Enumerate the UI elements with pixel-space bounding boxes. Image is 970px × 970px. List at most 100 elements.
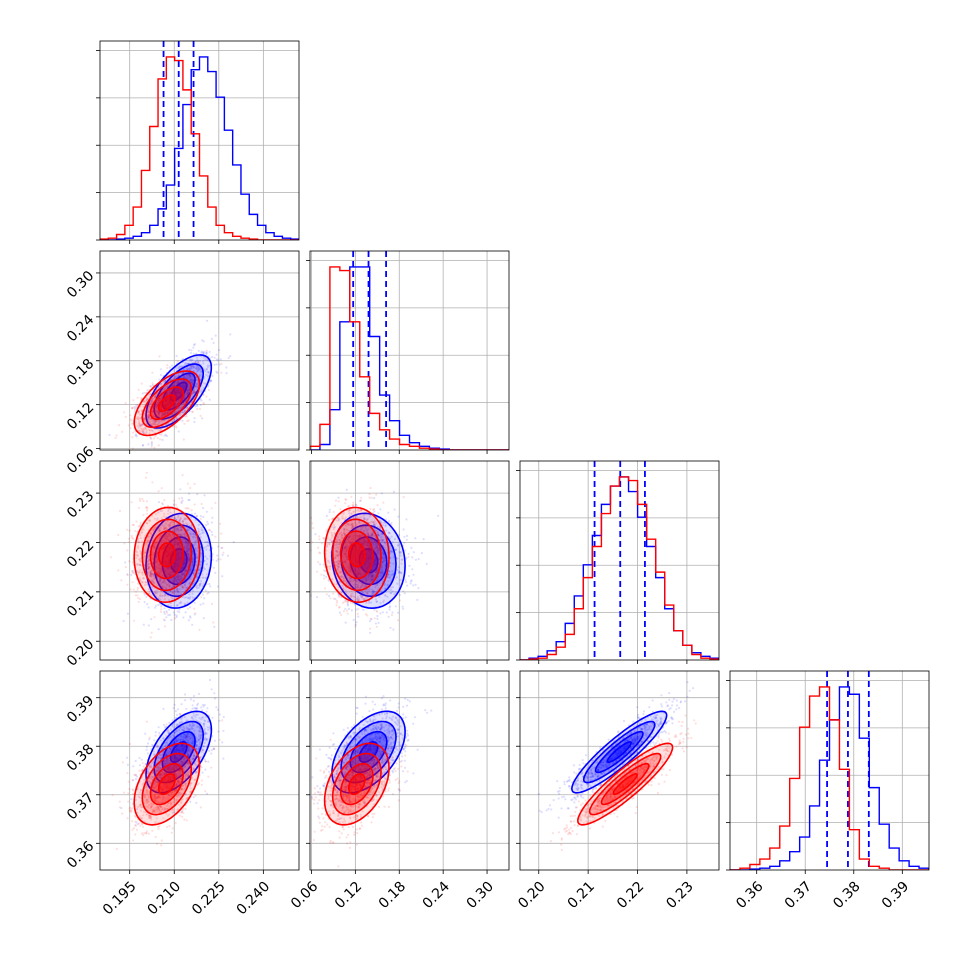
sample-point xyxy=(660,694,663,697)
sample-point xyxy=(174,566,177,569)
sample-point xyxy=(572,764,576,767)
sample-point xyxy=(177,556,180,559)
sample-point xyxy=(152,529,155,532)
sample-point xyxy=(151,383,154,387)
sample-point xyxy=(176,391,179,394)
sample-point xyxy=(199,368,202,371)
sample-point xyxy=(183,596,186,599)
sample-point xyxy=(356,596,359,599)
sample-point xyxy=(193,420,196,424)
sample-point xyxy=(134,778,137,781)
sample-point xyxy=(670,716,673,719)
sample-point xyxy=(385,611,388,614)
sample-point xyxy=(380,708,384,711)
sample-point xyxy=(157,402,160,405)
sample-point xyxy=(183,554,186,557)
sample-point xyxy=(354,561,357,565)
sample-point xyxy=(163,607,166,610)
sample-point xyxy=(182,572,185,575)
sample-point xyxy=(193,601,196,604)
sample-point xyxy=(207,371,210,374)
sample-point xyxy=(158,578,162,582)
sample-point xyxy=(355,546,358,549)
sample-point xyxy=(149,574,152,577)
sample-point xyxy=(404,766,407,769)
sample-point xyxy=(381,539,384,542)
sample-point xyxy=(151,430,154,433)
sample-point xyxy=(176,543,179,546)
sample-point xyxy=(162,591,165,594)
sample-point xyxy=(377,534,380,537)
sample-point xyxy=(147,567,150,570)
sample-point xyxy=(173,703,176,706)
sample-point xyxy=(205,524,208,527)
sample-point xyxy=(183,393,186,397)
sample-point xyxy=(177,577,180,581)
sample-point xyxy=(188,375,191,378)
sample-point xyxy=(188,582,191,585)
sample-point xyxy=(165,399,168,402)
sample-point xyxy=(668,698,671,702)
sample-point xyxy=(147,606,150,609)
sample-point xyxy=(184,362,187,365)
sample-point xyxy=(412,722,415,725)
sample-point xyxy=(175,367,178,370)
sample-point xyxy=(158,414,161,417)
sample-point xyxy=(345,563,348,566)
sample-point xyxy=(168,401,171,404)
sample-point xyxy=(183,583,187,587)
sample-point xyxy=(138,756,141,760)
sample-point xyxy=(187,553,190,556)
sample-point xyxy=(383,555,386,558)
sample-point xyxy=(159,568,162,571)
sample-point xyxy=(158,731,161,735)
sample-point xyxy=(385,529,388,532)
sample-point xyxy=(160,382,163,385)
sample-point xyxy=(177,390,180,393)
sample-point xyxy=(383,587,387,590)
sample-point xyxy=(190,367,193,370)
sample-point xyxy=(147,624,150,627)
sample-point xyxy=(168,403,171,407)
sample-point xyxy=(187,555,190,558)
sample-point xyxy=(180,703,183,706)
sample-point xyxy=(152,421,155,424)
sample-point xyxy=(146,752,149,755)
sample-point xyxy=(177,388,180,391)
sample-point xyxy=(197,692,201,696)
sample-point xyxy=(363,597,366,601)
sample-point xyxy=(180,528,183,532)
sample-point xyxy=(381,611,384,614)
sample-point xyxy=(175,614,178,617)
sample-point xyxy=(141,392,144,395)
sample-point xyxy=(202,617,205,620)
sample-point xyxy=(162,580,165,584)
sample-point xyxy=(177,519,180,523)
sample-point xyxy=(172,579,176,582)
sample-point xyxy=(359,572,362,575)
sample-point xyxy=(135,433,138,436)
sample-point xyxy=(161,503,164,506)
sample-point xyxy=(164,399,168,402)
sample-point xyxy=(348,570,351,574)
sample-point xyxy=(208,364,211,367)
sample-point xyxy=(176,587,179,591)
sample-point xyxy=(169,574,172,577)
sample-point xyxy=(186,406,189,409)
sample-point xyxy=(314,533,317,536)
sample-point xyxy=(176,391,179,394)
sample-point xyxy=(185,707,188,711)
sample-point xyxy=(188,367,191,370)
sample-point xyxy=(205,792,209,795)
sample-point xyxy=(665,701,668,704)
sample-point xyxy=(179,365,182,369)
sample-point xyxy=(159,397,162,400)
sample-point xyxy=(196,584,199,587)
sample-point xyxy=(206,544,209,547)
sample-point xyxy=(202,506,205,510)
sample-point xyxy=(382,553,385,556)
sample-point xyxy=(336,543,339,546)
sample-point xyxy=(158,527,161,530)
sample-point xyxy=(355,550,358,553)
sample-point xyxy=(405,704,409,707)
